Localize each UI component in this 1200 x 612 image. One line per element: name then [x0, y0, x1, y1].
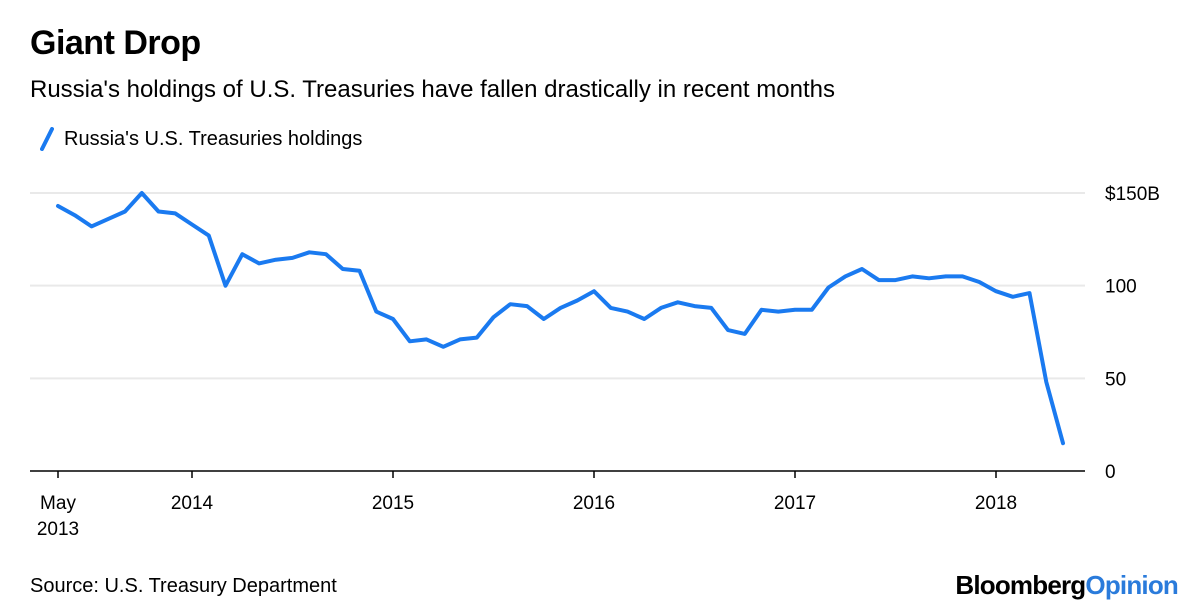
chart-subtitle: Russia's holdings of U.S. Treasuries hav…: [30, 76, 835, 103]
x-axis: May 2013 2014 2015 2016 2017 2018: [30, 470, 1085, 540]
series-line: [56, 191, 1065, 446]
line-chart: May 2013 2014 2015 2016 2017 2018 $150B 100 50 0: [30, 184, 1160, 540]
bloomberg-opinion-logo: BloombergOpinion: [955, 570, 1178, 601]
x-tick-label: 2018: [975, 493, 1017, 514]
x-tick-label: 2014: [171, 493, 214, 514]
y-tick-label: 100: [1105, 277, 1137, 298]
legend-label: Russia's U.S. Treasuries holdings: [64, 127, 363, 150]
y-tick-label: $150B: [1105, 184, 1160, 205]
y-tick-label: 50: [1105, 369, 1126, 390]
brand-part-1: Bloomberg: [955, 570, 1086, 600]
chart-title: Giant Drop: [30, 24, 201, 62]
x-tick-label: 2016: [573, 493, 615, 514]
x-tick-label: May: [40, 493, 76, 514]
x-tick-label: 2015: [372, 493, 414, 514]
source-note: Source: U.S. Treasury Department: [30, 575, 337, 597]
brand-part-2: Opinion: [1085, 570, 1178, 600]
y-axis: $150B 100 50 0: [1105, 184, 1160, 483]
legend-swatch-icon: [40, 127, 54, 151]
y-tick-label: 0: [1105, 462, 1116, 483]
legend: Russia's U.S. Treasuries holdings: [40, 127, 362, 151]
series-layer: [56, 191, 1065, 446]
x-tick-label: 2017: [774, 493, 816, 514]
grid-lines: [30, 192, 1085, 380]
x-tick-label: 2013: [37, 519, 79, 540]
